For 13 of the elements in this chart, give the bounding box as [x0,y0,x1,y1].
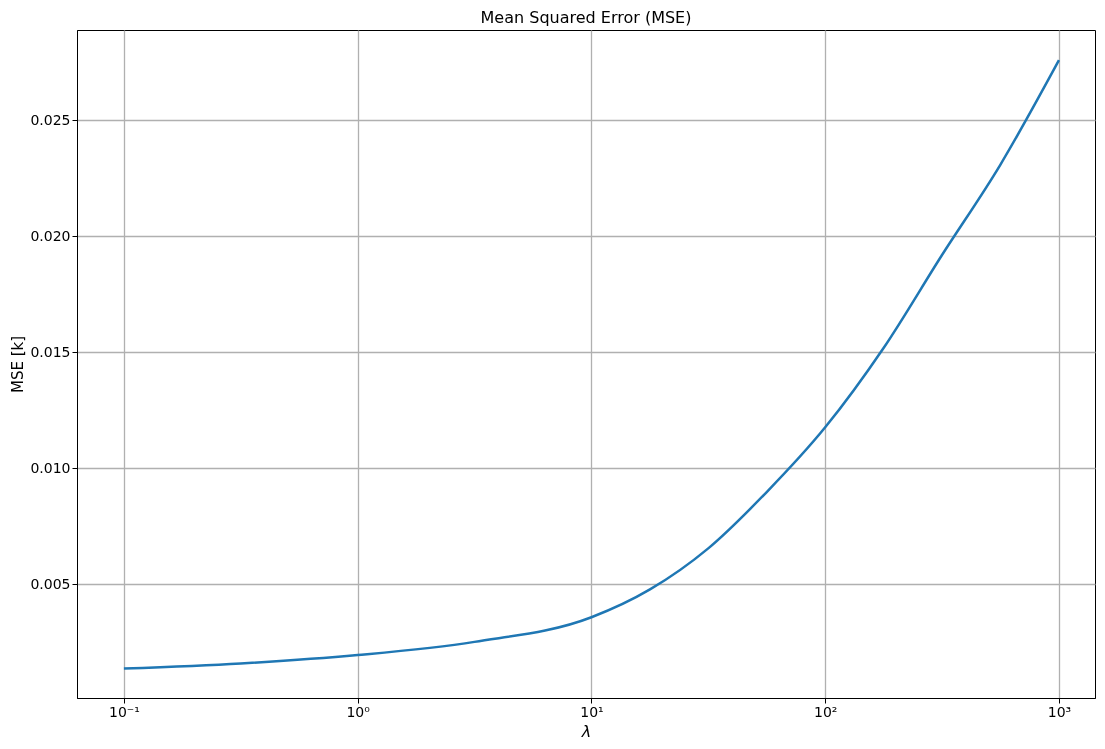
x-tick-label: 10¹ [580,703,604,720]
y-tick-label: 0.005 [30,575,71,592]
x-axis-title: λ [580,721,592,741]
y-tick-label: 0.015 [30,343,71,360]
y-axis-title: MSE [k] [9,335,28,394]
x-tick-label: 10² [813,703,838,720]
x-tick-label: 10³ [1047,703,1072,720]
y-tick-label: 0.010 [30,459,71,476]
y-tick-label: 0.020 [30,227,71,244]
chart-title: Mean Squared Error (MSE) [480,8,692,27]
y-tick-label: 0.025 [30,111,71,128]
x-tick-label: 10⁰ [346,703,371,720]
x-tick-label: 10⁻¹ [108,703,140,720]
